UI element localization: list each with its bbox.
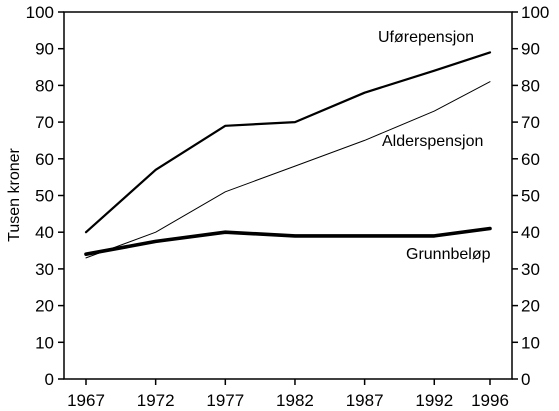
y-tick-label-left: 100 — [26, 3, 54, 22]
y-tick-label-left: 50 — [35, 187, 54, 206]
y-tick-label-right: 50 — [521, 187, 540, 206]
y-tick-label-left: 10 — [35, 333, 54, 352]
x-tick-label: 1977 — [206, 391, 244, 410]
y-tick-label-left: 60 — [35, 150, 54, 169]
series-line-uforepensjon — [84, 51, 492, 234]
y-tick-label-right: 10 — [521, 333, 540, 352]
y-tick-label-right: 0 — [521, 370, 530, 389]
x-tick-label: 1992 — [415, 391, 453, 410]
y-tick-label-right: 60 — [521, 150, 540, 169]
left-axis: 0 10 20 30 40 50 60 70 80 90 100 — [26, 3, 64, 389]
y-tick-label-right: 80 — [521, 76, 540, 95]
x-axis: 1967 1972 1977 1982 1987 1992 1996 — [67, 379, 509, 410]
series-label-uforepensjon: Uførepensjon — [378, 29, 474, 46]
x-tick-label: 1982 — [276, 391, 314, 410]
series-line-grunnbelop — [84, 226, 492, 256]
y-tick-label-right: 20 — [521, 297, 540, 316]
y-tick-label-left: 40 — [35, 223, 54, 242]
x-tick-label: 1996 — [471, 391, 509, 410]
y-tick-label-left: 90 — [35, 40, 54, 59]
y-tick-label-left: 30 — [35, 260, 54, 279]
y-tick-label-right: 90 — [521, 40, 540, 59]
y-tick-label-right: 70 — [521, 113, 540, 132]
y-tick-label-left: 20 — [35, 297, 54, 316]
y-tick-label-right: 100 — [521, 3, 549, 22]
series-line-alderspensjon — [85, 81, 491, 259]
y-axis-title: Tusen kroner — [6, 147, 23, 241]
series-layer — [84, 51, 492, 259]
series-label-grunnbelop: Grunnbeløp — [406, 246, 491, 263]
y-tick-label-left: 0 — [45, 370, 54, 389]
y-tick-label-right: 40 — [521, 223, 540, 242]
right-axis: 0 10 20 30 40 50 60 70 80 90 100 — [512, 3, 549, 389]
y-tick-label-right: 30 — [521, 260, 540, 279]
x-tick-label: 1972 — [137, 391, 175, 410]
series-label-alderspensjon: Alderspensjon — [382, 133, 483, 150]
y-tick-label-left: 70 — [35, 113, 54, 132]
x-tick-label: 1967 — [67, 391, 105, 410]
x-tick-label: 1987 — [346, 391, 384, 410]
y-tick-label-left: 80 — [35, 76, 54, 95]
